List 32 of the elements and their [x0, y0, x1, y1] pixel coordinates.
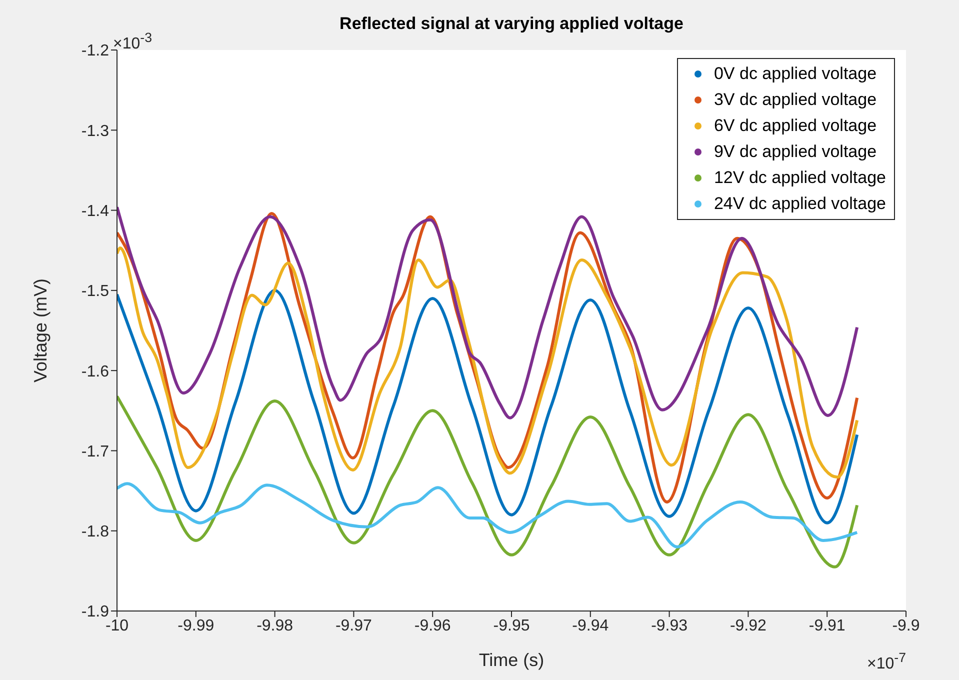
legend-label: 6V dc applied voltage: [714, 115, 877, 137]
line-series: [117, 482, 859, 548]
x-tick-label: -9.96: [414, 617, 451, 634]
legend-label: 0V dc applied voltage: [714, 63, 877, 85]
y-axis-title: Voltage (mV): [30, 278, 50, 383]
x-tick-label: -9.97: [335, 617, 372, 634]
x-tick-label: -9.92: [730, 617, 767, 634]
x-tick-label: -9.94: [572, 617, 609, 634]
y-tick-label: -1.7: [81, 443, 110, 460]
x-axis-title: Time (s): [478, 650, 544, 670]
y-tick-label: -1.8: [81, 524, 110, 541]
text: ×10$^{-7}$: [867, 650, 906, 674]
legend-label: 24V dc applied voltage: [714, 193, 886, 215]
x-tick-label: -9.98: [256, 617, 294, 634]
y-tick-label: -1.4: [81, 202, 110, 220]
y-tick-label: -1.2: [81, 42, 110, 60]
y-tick-label: -1.3: [81, 122, 110, 140]
x-tick-label: -9.93: [651, 617, 688, 634]
legend-label: 9V dc applied voltage: [714, 141, 877, 163]
line-series: [117, 246, 859, 479]
annotation: ×10$^{-3}$: [113, 30, 152, 54]
chart-title: Reflected signal at varying applied voltage: [340, 14, 684, 33]
x-tick-label: -9.99: [178, 617, 214, 634]
y-tick-label: -1.5: [81, 283, 110, 300]
y-tick-label: -1.6: [81, 363, 110, 380]
legend-label: 3V dc applied voltage: [714, 89, 877, 111]
line-series: [117, 288, 859, 524]
x-tick-label: -9.9: [892, 617, 920, 634]
x-tick-label: -9.91: [808, 617, 846, 634]
x-tick-label: -9.95: [493, 617, 530, 634]
line-series: [117, 394, 859, 568]
legend-label: 12V dc applied voltage: [714, 167, 886, 189]
